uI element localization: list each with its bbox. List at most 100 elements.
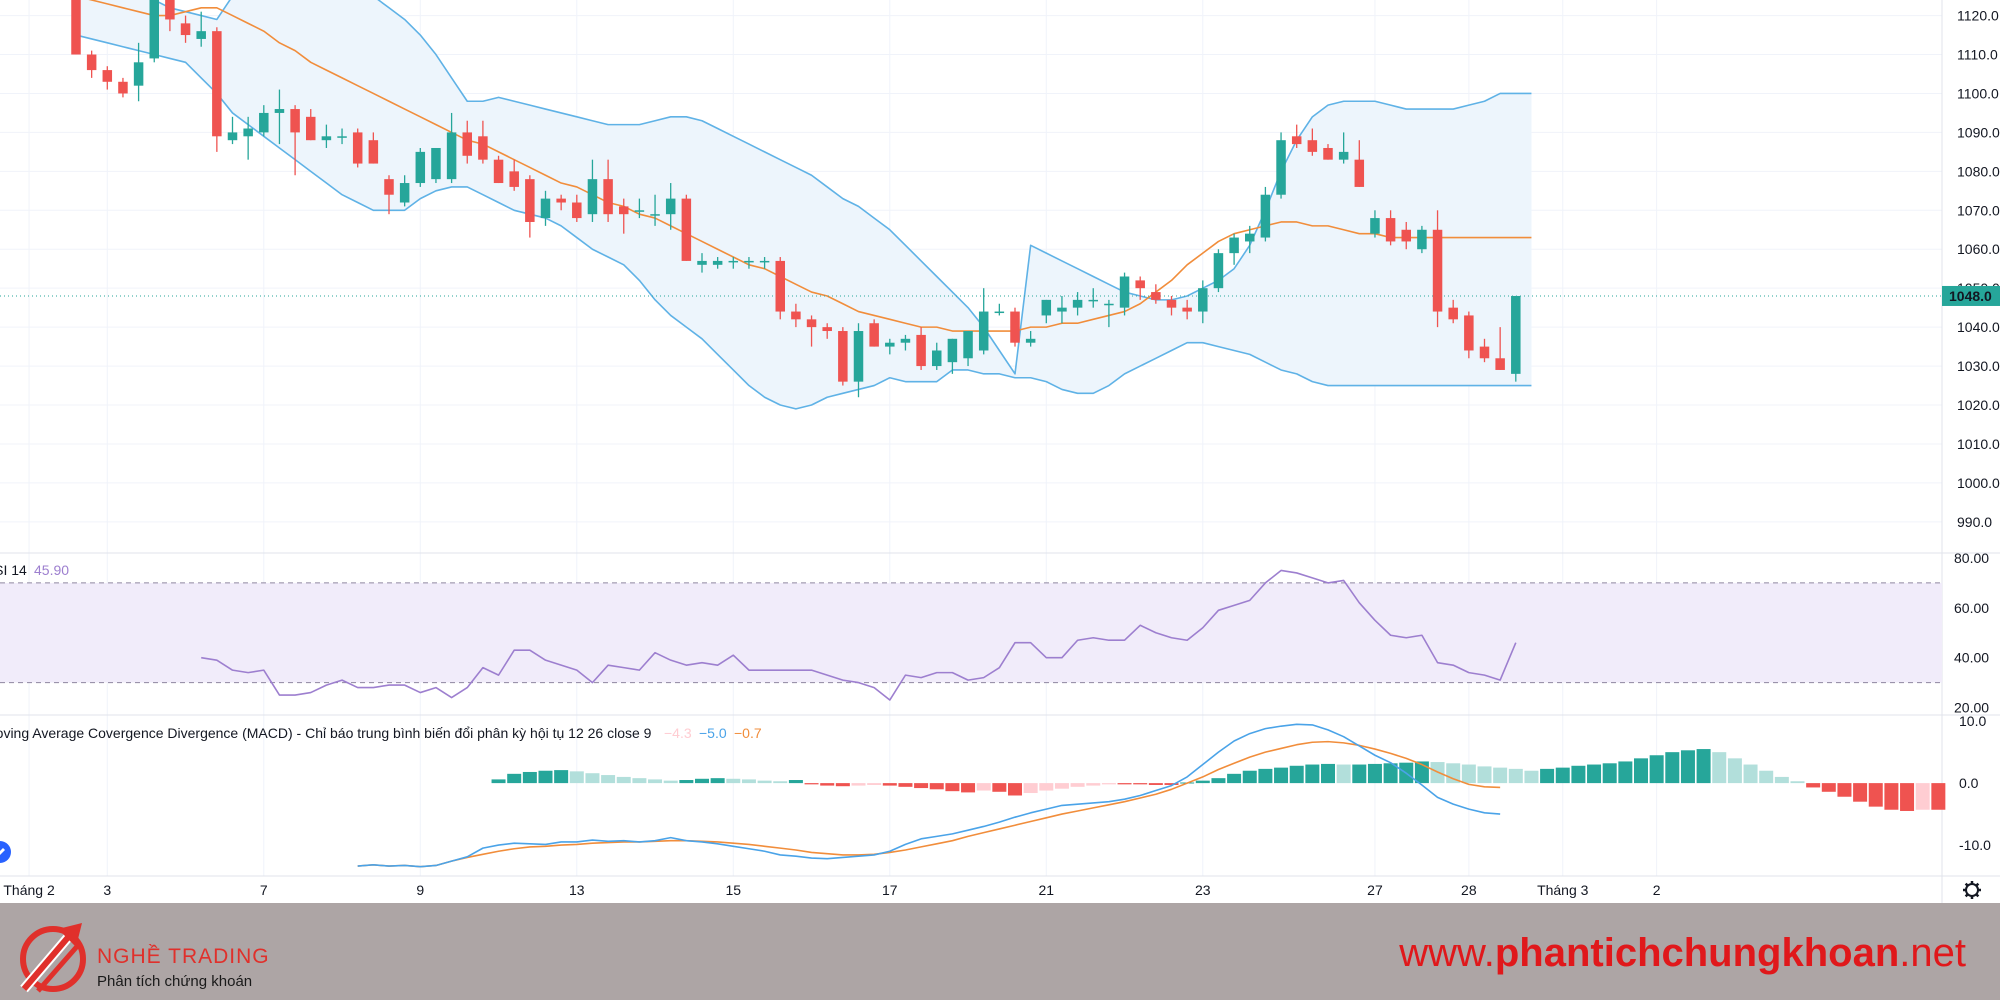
candle[interactable]	[384, 175, 394, 215]
candle[interactable]	[1088, 288, 1099, 308]
candle[interactable]	[1104, 299, 1114, 328]
candle[interactable]	[368, 132, 379, 164]
candle[interactable]	[274, 89, 285, 145]
candle[interactable]	[102, 66, 113, 90]
candle[interactable]	[1245, 225, 1255, 254]
candle[interactable]	[556, 194, 566, 211]
candle[interactable]	[869, 319, 879, 347]
candle[interactable]	[1025, 331, 1036, 347]
candle[interactable]	[1448, 299, 1458, 324]
candle[interactable]	[1010, 307, 1020, 347]
candle[interactable]	[540, 190, 551, 226]
candle[interactable]	[759, 257, 770, 269]
candle[interactable]	[149, 0, 160, 63]
candle[interactable]	[243, 116, 253, 160]
candle[interactable]	[1495, 327, 1505, 370]
candle[interactable]	[525, 175, 535, 238]
candle[interactable]	[1338, 132, 1349, 164]
candle[interactable]	[712, 257, 723, 269]
candle[interactable]	[1229, 233, 1239, 265]
candle[interactable]	[1041, 299, 1052, 324]
candle[interactable]	[932, 342, 942, 370]
candle[interactable]	[1354, 140, 1365, 187]
candle[interactable]	[259, 105, 269, 137]
candlestick-chart[interactable]: 990.01000.01010.01020.01030.01040.01050.…	[0, 0, 2000, 903]
candle[interactable]	[1401, 221, 1412, 250]
candle[interactable]	[572, 194, 582, 222]
candle[interactable]	[415, 147, 426, 187]
candle[interactable]	[603, 159, 613, 222]
candle[interactable]	[650, 194, 660, 226]
candle[interactable]	[431, 147, 441, 184]
candle[interactable]	[587, 159, 598, 222]
candle[interactable]	[493, 155, 504, 184]
candle[interactable]	[900, 334, 911, 351]
candle[interactable]	[775, 257, 786, 320]
site-url[interactable]: www.phantichchungkhoan.net	[1399, 931, 1966, 976]
candle[interactable]	[462, 120, 473, 164]
candle[interactable]	[1213, 249, 1224, 293]
candle[interactable]	[634, 198, 645, 219]
candle[interactable]	[165, 0, 175, 32]
candle[interactable]	[853, 323, 864, 398]
candle[interactable]	[1432, 210, 1443, 328]
candle[interactable]	[806, 315, 817, 347]
candle[interactable]	[744, 257, 754, 269]
candle[interactable]	[1057, 295, 1067, 324]
candle[interactable]	[1464, 311, 1474, 359]
candle[interactable]	[1119, 272, 1130, 316]
candle[interactable]	[478, 120, 488, 164]
candle[interactable]	[212, 27, 222, 152]
candle[interactable]	[180, 15, 191, 43]
candle[interactable]	[822, 323, 832, 339]
candle[interactable]	[791, 303, 801, 328]
candle[interactable]	[1182, 299, 1192, 320]
candle[interactable]	[306, 109, 316, 141]
macd-histogram-bar	[1602, 763, 1617, 784]
candles-layer[interactable]	[71, 0, 1521, 398]
candle[interactable]	[446, 112, 457, 184]
candle[interactable]	[728, 257, 739, 269]
candle[interactable]	[321, 124, 332, 148]
candle[interactable]	[665, 183, 676, 230]
candle[interactable]	[1385, 210, 1396, 246]
candle[interactable]	[337, 128, 347, 145]
candle[interactable]	[1072, 292, 1083, 316]
candle[interactable]	[963, 331, 973, 367]
candle[interactable]	[994, 303, 1005, 316]
candle[interactable]	[838, 327, 848, 386]
candle[interactable]	[916, 327, 926, 370]
candle[interactable]	[1417, 225, 1427, 254]
candle[interactable]	[196, 11, 206, 47]
candle[interactable]	[1370, 210, 1380, 238]
candle[interactable]	[1260, 186, 1271, 242]
candle[interactable]	[1291, 124, 1302, 148]
candle[interactable]	[133, 42, 144, 102]
candle[interactable]	[352, 128, 363, 168]
candle[interactable]	[885, 338, 895, 355]
candle[interactable]	[1276, 132, 1286, 199]
candle[interactable]	[1479, 338, 1490, 363]
candle[interactable]	[947, 338, 958, 374]
candle[interactable]	[681, 194, 692, 261]
candle[interactable]	[1323, 144, 1333, 160]
candle[interactable]	[1135, 276, 1145, 300]
candle[interactable]	[227, 116, 238, 145]
candle[interactable]	[1511, 295, 1521, 382]
candle[interactable]	[1151, 284, 1161, 304]
candle[interactable]	[1307, 128, 1318, 156]
candle[interactable]	[1198, 280, 1208, 324]
candle[interactable]	[509, 159, 519, 191]
candle[interactable]	[1166, 295, 1177, 316]
candle[interactable]	[86, 50, 97, 78]
gear-icon[interactable]	[1963, 881, 1981, 899]
candle[interactable]	[978, 288, 989, 355]
candle[interactable]	[697, 253, 707, 273]
candle[interactable]	[71, 0, 81, 55]
candle[interactable]	[399, 175, 410, 207]
candle[interactable]	[118, 77, 128, 98]
pencil-icon[interactable]	[0, 841, 11, 863]
candle[interactable]	[619, 198, 629, 234]
candle[interactable]	[290, 105, 300, 176]
